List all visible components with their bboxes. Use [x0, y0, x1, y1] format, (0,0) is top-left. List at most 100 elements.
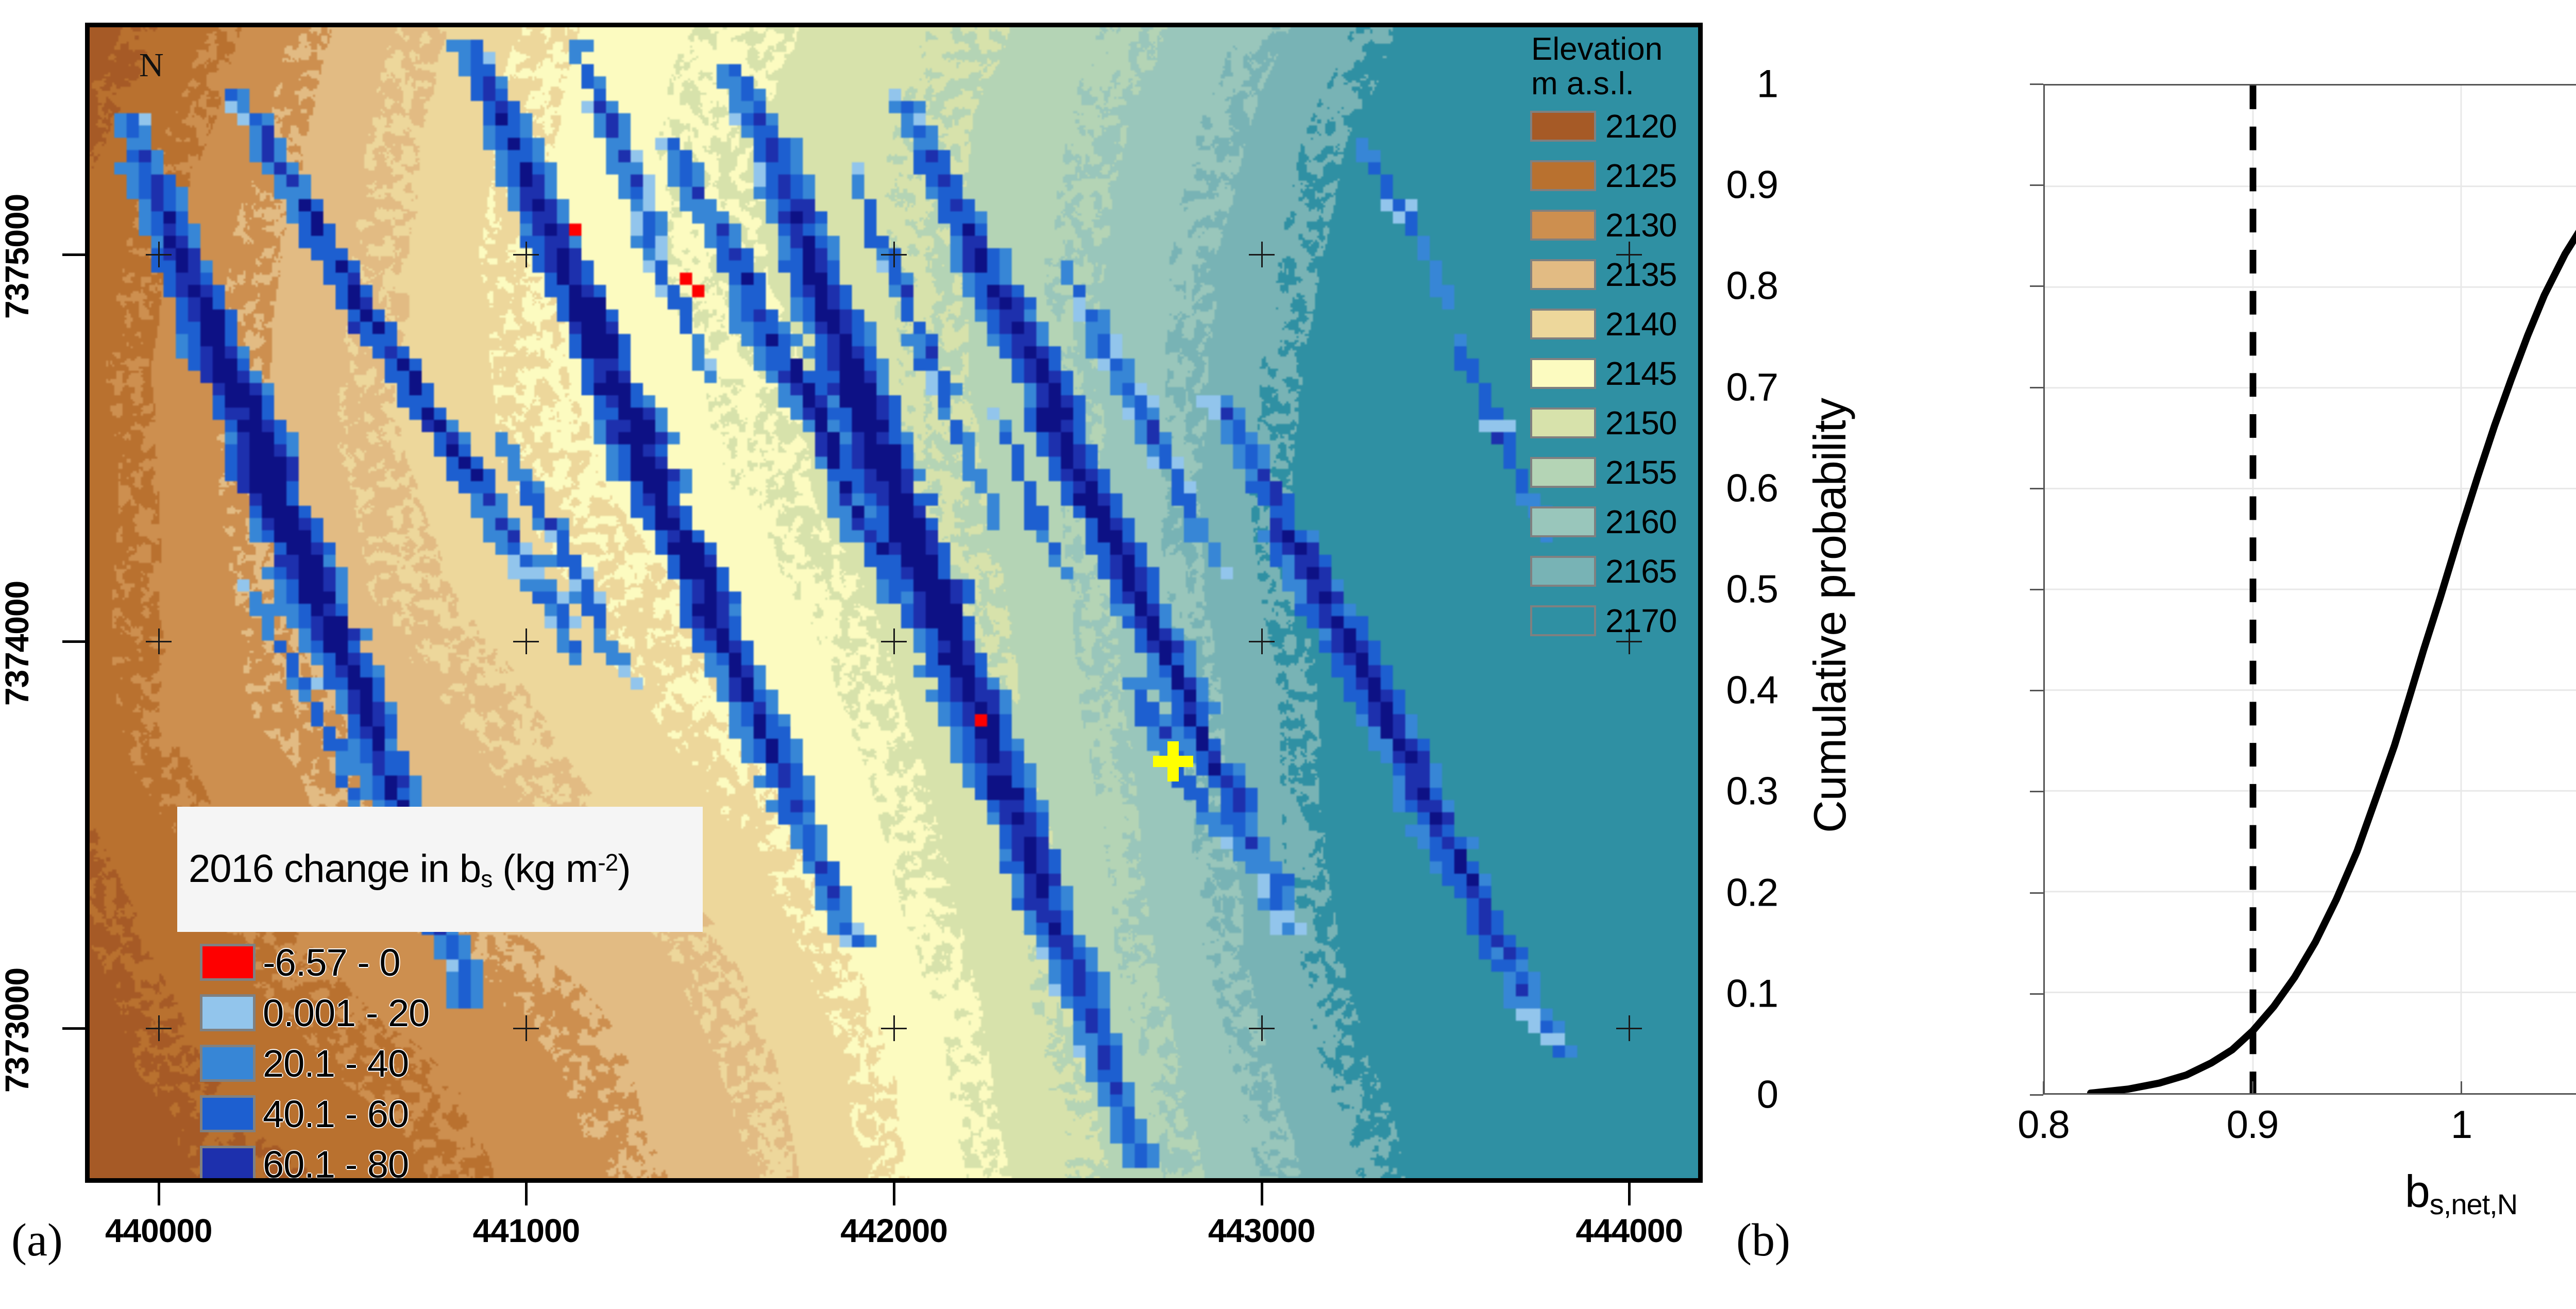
bs-swatch: [200, 994, 256, 1031]
bs-swatch: [200, 1146, 256, 1178]
cdf-reference-lines: [2249, 86, 2257, 1093]
graticule-cross: [145, 242, 172, 268]
panel-a-label: (a): [11, 1215, 63, 1266]
elevation-swatch: [1530, 555, 1596, 587]
graticule-cross: [513, 628, 539, 655]
bs-legend-item: 0.001 - 20: [200, 990, 430, 1035]
map-raster: [90, 27, 1698, 1178]
elevation-legend-item: 2135: [1530, 250, 1685, 299]
graticule-cross: [513, 242, 539, 268]
graticule-cross: [1616, 628, 1642, 655]
elevation-swatch: [1530, 308, 1596, 339]
map-x-tick: [525, 1183, 528, 1205]
graticule-cross: [145, 1015, 172, 1041]
bs-legend-item: 40.1 - 60: [200, 1091, 409, 1136]
cdf-panel: 00.10.20.30.40.50.60.70.80.910.80.911.11…: [1726, 0, 2576, 1309]
elevation-legend-rows: 2120 2125 2130 2135 2140 2145 2150 2155 2160 2165…: [1530, 101, 1685, 645]
elevation-swatch: [1530, 506, 1596, 537]
elevation-label: 2150: [1605, 404, 1677, 441]
cdf-y-tick-label: 0.3: [1726, 769, 1778, 813]
bs-label: 60.1 - 80: [263, 1143, 409, 1183]
cdf-curve: [2087, 229, 2576, 1093]
cdf-y-tick: [2030, 690, 2043, 692]
elevation-label: 2155: [1605, 453, 1677, 491]
map-y-tick-label: 7373000: [0, 967, 36, 1093]
graticule-cross: [881, 242, 907, 268]
elevation-legend-item: 2155: [1530, 448, 1685, 497]
map-x-tick-label: 443000: [1208, 1212, 1316, 1249]
graticule-cross: [1616, 1015, 1642, 1041]
map-frame: N Elevation m a.s.l. 2120 2125 2130 2135 214…: [85, 23, 1703, 1183]
elevation-label: 2130: [1605, 206, 1677, 244]
elevation-legend-item: 2165: [1530, 547, 1685, 596]
elevation-swatch: [1530, 160, 1596, 191]
site-marker: [1153, 741, 1194, 781]
map-y-tick: [62, 253, 85, 257]
cdf-y-tick: [2030, 1094, 2043, 1096]
cdf-y-tick: [2030, 487, 2043, 489]
elevation-label: 2135: [1605, 256, 1677, 293]
elevation-legend-item: 2170: [1530, 596, 1685, 645]
map-y-tick-label: 7375000: [0, 194, 36, 319]
bs-swatch: [200, 1045, 256, 1082]
cdf-y-tick: [2030, 892, 2043, 894]
cdf-y-tick-label: 0.5: [1726, 567, 1778, 611]
map-x-tick: [1260, 1183, 1263, 1205]
elevation-label: 2125: [1605, 157, 1677, 194]
cdf-y-tick: [2030, 83, 2043, 85]
map-y-tick: [62, 1027, 85, 1030]
cdf-y-tick-label: 0.9: [1726, 163, 1778, 207]
cdf-y-tick: [2030, 184, 2043, 186]
bs-legend-item: 20.1 - 40: [200, 1041, 409, 1086]
elevation-swatch: [1530, 605, 1596, 636]
graticule-cross: [1616, 242, 1642, 268]
graticule-cross: [881, 628, 907, 655]
elevation-legend-title-line1: Elevation: [1531, 31, 1663, 67]
bs-legend-item: 60.1 - 80: [200, 1142, 409, 1183]
graticule-cross: [145, 628, 172, 655]
cdf-y-tick: [2030, 589, 2043, 590]
cdf-x-tick: [2251, 1081, 2253, 1095]
cdf-y-tick-label: 0.6: [1726, 466, 1778, 511]
graticule-cross: [881, 1015, 907, 1041]
cdf-y-tick: [2030, 386, 2043, 388]
north-label: N: [139, 46, 164, 84]
elevation-swatch: [1530, 456, 1596, 488]
map-x-tick: [1628, 1183, 1631, 1205]
elevation-swatch: [1530, 110, 1596, 142]
cdf-gridlines: [2045, 86, 2576, 1093]
elevation-label: 2145: [1605, 354, 1677, 392]
north-arrow-icon: N: [115, 46, 193, 166]
cdf-x-tick: [2043, 1081, 2044, 1095]
cdf-y-tick: [2030, 791, 2043, 793]
bs-legend-title: 2016 change in bs (kg m-2): [189, 846, 631, 892]
bs-change-legend: 2016 change in bs (kg m-2) -6.57 - 0 0.00…: [177, 807, 703, 1183]
elevation-label: 2170: [1605, 602, 1677, 639]
graticule-cross: [513, 1015, 539, 1041]
elevation-legend-item: 2140: [1530, 299, 1685, 349]
map-y-tick: [62, 640, 85, 643]
bs-label: -6.57 - 0: [263, 941, 401, 984]
cdf-x-tick-label: 1: [2450, 1103, 2472, 1147]
elevation-legend-item: 2125: [1530, 151, 1685, 200]
bs-legend-item: -6.57 - 0: [200, 940, 401, 985]
elevation-swatch: [1530, 407, 1596, 438]
map-x-tick-label: 440000: [105, 1212, 213, 1249]
elevation-label: 2160: [1605, 503, 1677, 540]
elevation-swatch: [1530, 259, 1596, 290]
map-x-tick-label: 441000: [472, 1212, 581, 1249]
bs-swatch: [200, 944, 256, 981]
map-panel: N Elevation m a.s.l. 2120 2125 2130 2135 214…: [0, 23, 1703, 1266]
map-x-tick: [893, 1183, 895, 1205]
cdf-x-axis-label: bs,net,N: [2404, 1166, 2518, 1220]
bs-swatch: [200, 1095, 256, 1132]
panel-b-label: (b): [1736, 1215, 1790, 1266]
cdf-x-tick-label: 0.8: [2018, 1103, 2070, 1147]
elevation-legend-item: 2160: [1530, 497, 1685, 547]
elevation-legend: Elevation m a.s.l. 2120 2125 2130 2135 2140 2…: [1530, 32, 1685, 645]
graticule-cross: [1248, 1015, 1275, 1041]
cdf-y-tick-label: 0.1: [1726, 972, 1778, 1016]
cdf-plot-svg: [2045, 86, 2576, 1093]
cdf-y-tick: [2030, 993, 2043, 995]
elevation-label: 2165: [1605, 552, 1677, 590]
